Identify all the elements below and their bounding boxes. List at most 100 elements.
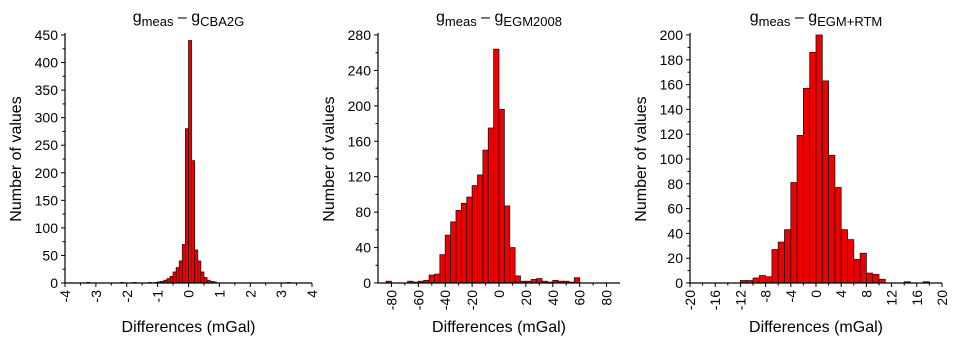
histogram-bar: [493, 48, 500, 284]
histogram-bar: [536, 278, 543, 284]
y-tick-label: 100: [660, 151, 684, 167]
title-text: g: [133, 9, 142, 26]
histogram-bar: [455, 209, 462, 284]
chart-title: gmeas – gEGM2008: [436, 9, 562, 29]
histogram-bar: [790, 182, 798, 284]
x-tick-label: 16: [909, 290, 925, 306]
y-tick-label: 0: [50, 275, 58, 291]
y-tick-label: 140: [660, 101, 684, 117]
y-tick-label: 120: [348, 169, 372, 185]
histogram-bar: [573, 277, 581, 284]
histogram-bar: [466, 196, 473, 284]
title-subscript: EGM2008: [503, 14, 562, 29]
x-tick-label: -20: [464, 290, 480, 310]
x-tick-label: 60: [572, 290, 588, 306]
y-tick-label: 300: [35, 110, 59, 126]
title-text: –: [477, 9, 495, 26]
x-tick-label: 40: [545, 290, 561, 306]
histogram-bar: [444, 234, 452, 284]
histogram-bar: [784, 229, 792, 284]
title-text: g: [808, 9, 817, 26]
y-tick-label: 200: [660, 27, 684, 43]
x-tick-label: 4: [304, 290, 320, 298]
y-tick-label: 0: [675, 275, 683, 291]
title-text: –: [790, 9, 808, 26]
y-tick-label: 80: [667, 176, 683, 192]
x-tick-label: -8: [758, 290, 774, 303]
x-tick-label: -12: [732, 290, 748, 310]
histogram-bar: [872, 273, 880, 284]
y-axis-title: Number of values: [8, 96, 25, 221]
title-subscript: EGM+RTM: [817, 14, 882, 29]
y-tick-label: 250: [35, 137, 59, 153]
y-tick-label: 160: [348, 133, 372, 149]
y-tick-label: 350: [35, 82, 59, 98]
y-tick-label: 100: [35, 220, 59, 236]
title-text: g: [436, 9, 445, 26]
histogram-bar: [194, 249, 199, 284]
histogram-bar: [188, 40, 192, 284]
y-tick-label: 120: [660, 126, 684, 142]
y-axis-title: Number of values: [633, 96, 650, 221]
histogram-bar: [482, 149, 489, 284]
title-text: g: [750, 9, 759, 26]
y-tick-label: 20: [667, 250, 683, 266]
y-axis-title: Number of values: [321, 96, 338, 221]
chart-panel-1: 0 50 100 150 200 250 300 350 400 450 -4 -3 -2 -1 0 1 2 3 4…: [8, 9, 320, 336]
x-axis-title: Differences (mGal): [122, 319, 256, 336]
x-tick-label: 3: [273, 290, 289, 298]
histogram-bar: [498, 109, 505, 284]
histogram-bar: [859, 252, 867, 284]
y-tick-label: 60: [667, 201, 683, 217]
histogram-bar: [169, 275, 174, 284]
x-tick-label: -16: [707, 290, 723, 310]
y-tick-label: 200: [35, 165, 59, 181]
x-tick-label: -60: [410, 290, 426, 310]
x-tick-label: -40: [437, 290, 453, 310]
x-tick-label: -3: [88, 290, 104, 303]
histogram-bar: [203, 277, 208, 284]
y-tick-label: 150: [35, 192, 59, 208]
histogram-bar: [509, 247, 516, 284]
y-tick-label: 280: [348, 27, 372, 43]
histogram-bar: [191, 160, 196, 284]
x-axis-title: Differences (mGal): [432, 319, 566, 336]
histogram-bar: [840, 229, 848, 284]
histogram-bar: [834, 187, 842, 284]
x-tick-label: -2: [119, 290, 135, 303]
histogram-bar: [428, 274, 435, 284]
y-tick-label: 50: [42, 247, 58, 263]
x-tick-label: -20: [682, 290, 698, 310]
histogram-bar: [175, 267, 180, 284]
histogram-bar: [185, 128, 189, 284]
chart-title: gmeas – gEGM+RTM: [750, 9, 883, 29]
x-tick-label: 0: [808, 290, 824, 298]
histogram-bar: [803, 87, 811, 284]
histogram-bar: [758, 275, 766, 284]
y-tick-label: 160: [660, 77, 684, 93]
histogram-bar: [181, 244, 186, 284]
x-tick-label: 0: [491, 290, 507, 298]
title-text: –: [173, 9, 191, 26]
histogram-bar: [821, 80, 829, 284]
histogram-bar: [197, 260, 202, 284]
histogram-bar: [439, 254, 446, 284]
histogram-bar: [777, 241, 785, 284]
histogram-bar: [172, 271, 177, 284]
y-tick-label: 180: [660, 52, 684, 68]
histogram-bar: [796, 135, 804, 284]
histogram-bar: [853, 259, 861, 284]
x-tick-label: 2: [242, 290, 258, 298]
y-tick-label: 450: [35, 27, 59, 43]
x-tick-label: 1: [211, 290, 227, 298]
x-tick-label: -4: [783, 290, 799, 303]
chart-title: gmeas – gCBA2G: [133, 9, 244, 29]
y-tick-label: 240: [348, 62, 372, 78]
histogram-bar: [487, 127, 495, 284]
x-tick-label: -1: [150, 290, 166, 303]
x-tick-label: 20: [518, 290, 534, 306]
histogram-bar: [200, 271, 205, 284]
x-tick-label: 4: [833, 290, 849, 298]
title-subscript: CBA2G: [200, 14, 244, 29]
